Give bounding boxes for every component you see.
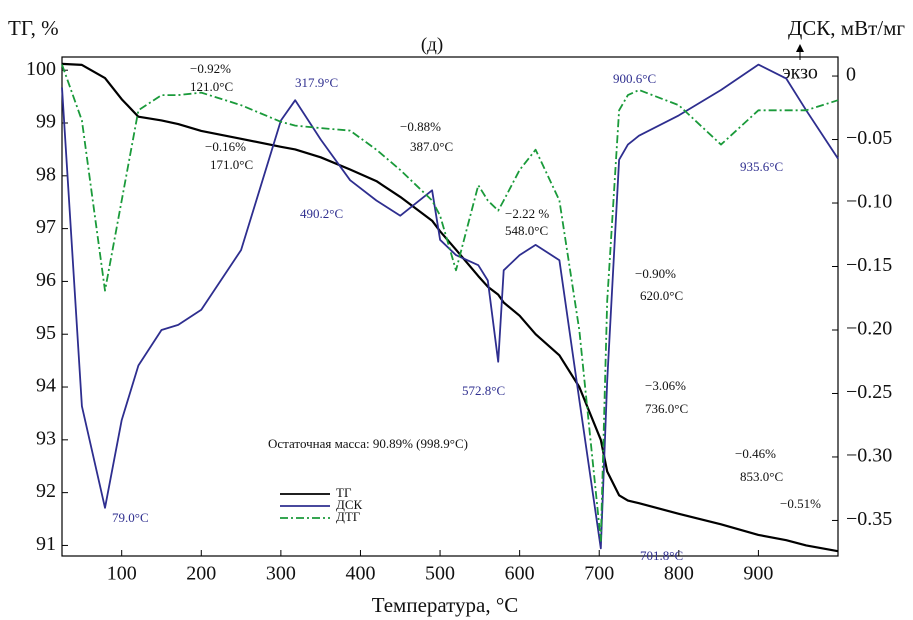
x-tick-label: 500	[425, 563, 455, 585]
x-tick-label: 100	[107, 563, 137, 585]
y-tick-label: 92	[36, 480, 56, 502]
x-tick-label: 900	[743, 563, 773, 585]
annotation: −0.92%	[190, 61, 231, 76]
y2-tick-label: −0.15	[846, 254, 892, 276]
legend-label: ТГ	[336, 485, 352, 500]
annotation: 935.6°C	[740, 159, 783, 174]
panel-label: (д)	[421, 34, 443, 55]
x-tick-label: 300	[266, 563, 296, 585]
series-line	[61, 63, 839, 550]
annotation: 736.0°C	[645, 401, 688, 416]
y2-tick-label: −0.35	[846, 508, 892, 530]
x-axis-title: Температура, °C	[372, 593, 519, 617]
y2-tick-label: 0	[846, 64, 856, 86]
exo-label: экзо	[782, 62, 818, 84]
legend-label: ДТГ	[336, 509, 361, 524]
y-tick-label: 98	[36, 163, 56, 185]
series-line	[61, 62, 839, 553]
y-tick-label: 96	[36, 269, 56, 291]
y-tick-label: 95	[36, 322, 56, 344]
y-tick-label: 97	[36, 216, 56, 238]
x-tick-label: 400	[345, 563, 375, 585]
annotation: −0.88%	[400, 119, 441, 134]
annotation: 572.8°C	[462, 383, 505, 398]
annotation: 853.0°C	[740, 469, 783, 484]
x-tick-label: 600	[505, 563, 535, 585]
y-axis-title: ТГ, %	[8, 16, 59, 40]
annotation: −0.51%	[780, 496, 821, 511]
x-tick-label: 200	[186, 563, 216, 585]
annotation: 79.0°C	[112, 510, 149, 525]
annotation: −0.16%	[205, 139, 246, 154]
annotation: −0.90%	[635, 266, 676, 281]
y2-tick-label: −0.05	[846, 127, 892, 149]
y2-tick-label: −0.10	[846, 191, 892, 213]
annotation: 387.0°C	[410, 139, 453, 154]
annotation: 171.0°C	[210, 157, 253, 172]
annotation: 701.8°C	[640, 548, 683, 563]
plot-frame	[61, 56, 839, 557]
annotation: 317.9°C	[295, 75, 338, 90]
annotation: −2.22 %	[505, 206, 549, 221]
x-tick-label: 800	[664, 563, 694, 585]
y2-tick-label: −0.25	[846, 381, 892, 403]
annotation: 900.6°C	[613, 71, 656, 86]
legend-label: ДСК	[336, 497, 363, 512]
annotation: Остаточная масса: 90.89% (998.9°C)	[268, 436, 468, 451]
annotation: 490.2°C	[300, 206, 343, 221]
y2-tick-label: −0.30	[846, 445, 892, 467]
series-line	[61, 64, 839, 542]
y2-tick-label: −0.20	[846, 318, 892, 340]
y-tick-label: 99	[36, 111, 56, 133]
y-tick-label: 91	[36, 533, 56, 555]
exo-arrow-head	[796, 44, 804, 52]
y-tick-label: 93	[36, 427, 56, 449]
annotation: −0.46%	[735, 446, 776, 461]
x-tick-label: 700	[584, 563, 614, 585]
annotation: 620.0°C	[640, 288, 683, 303]
y-tick-label: 94	[36, 375, 56, 397]
y-tick-label: 100	[26, 58, 56, 80]
annotation: 121.0°C	[190, 79, 233, 94]
annotation: −3.06%	[645, 378, 686, 393]
y2-axis-title: ДСК, мВт/мг	[788, 16, 905, 40]
annotation: 548.0°C	[505, 223, 548, 238]
